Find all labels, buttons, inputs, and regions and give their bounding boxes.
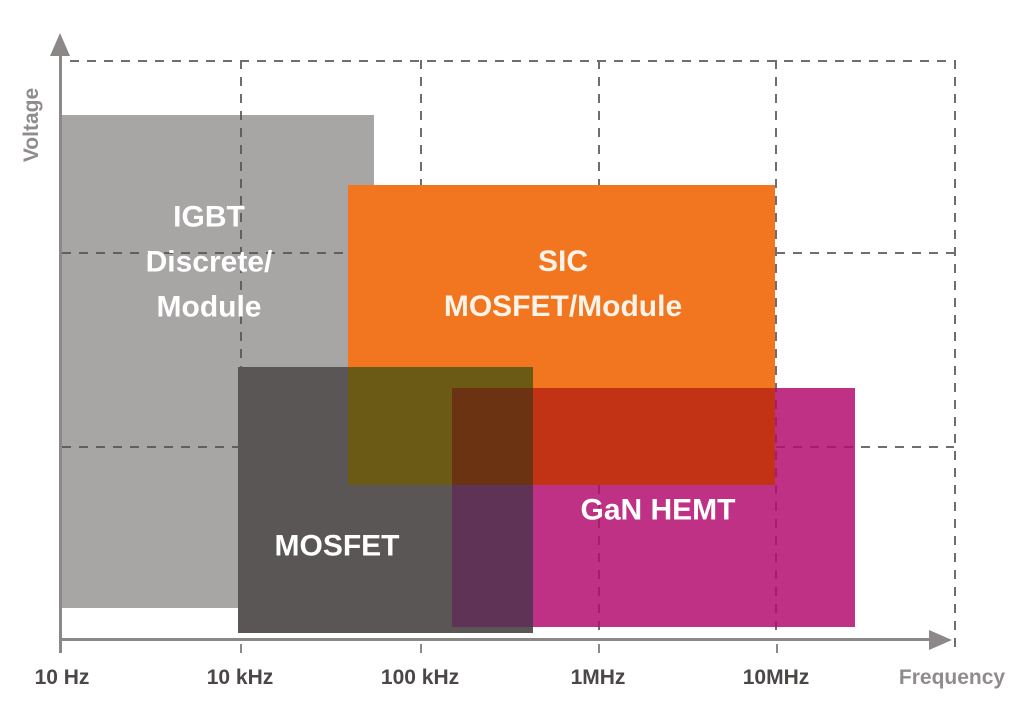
label-igbt-line: Discrete/ [145,245,273,279]
x-tick-label-1: 10 kHz [206,666,274,689]
x-tick-label-2: 100 kHz [380,666,460,689]
gridline-vertical-4 [954,60,956,654]
label-sic-line: MOSFET/Module [443,290,683,323]
y-axis-arrow-icon [50,33,70,56]
label-igbt-line: IGBT [173,200,245,234]
label-igbt-line: Module [156,290,262,324]
label-mosfet: MOSFET [275,524,400,569]
x-tick-mark-2 [598,644,600,653]
x-tick-label-3: 1MHz [570,666,626,689]
x-tick-label-0: 10 Hz [34,666,90,689]
y-axis-line [59,50,62,653]
label-gan-line: GaN HEMT [580,493,736,527]
x-tick-label-4: 10MHz [742,666,810,689]
label-igbt: IGBT Discrete/Module [146,195,273,330]
overlap-mosfet-gan [452,485,533,627]
x-axis-line [60,638,936,641]
y-axis-title: Voltage [20,87,43,163]
label-sic-line: SIC [537,245,589,278]
x-tick-mark-0 [240,644,242,653]
x-axis-arrow-icon [929,630,952,650]
label-mosfet-line: MOSFET [274,529,400,563]
x-tick-mark-1 [420,644,422,653]
label-sic: SIC MOSFET/Module [444,239,682,329]
gridline-vertical-3 [775,60,777,640]
overlap-sic-mosfet-gan [452,388,533,485]
label-gan: GaN HEMT [580,488,735,533]
gridline-horizontal-0 [70,60,954,62]
x-tick-mark-3 [776,644,778,653]
x-axis-title: Frequency [898,666,1006,689]
